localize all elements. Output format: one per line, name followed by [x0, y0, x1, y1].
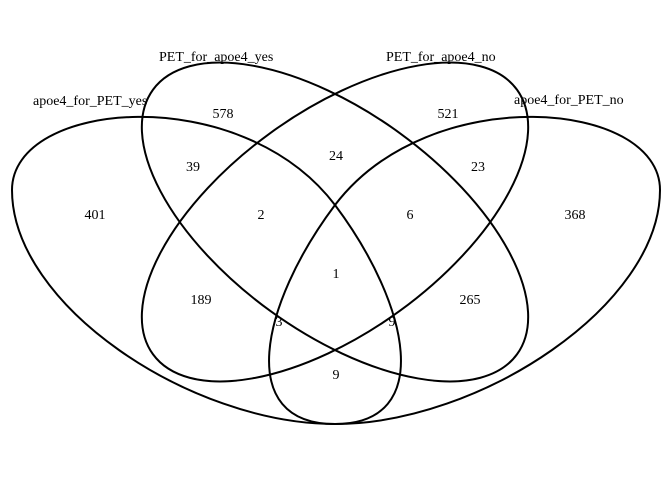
set-label-apoe4-for-pet-no: apoe4_for_PET_no [514, 93, 624, 108]
set-label-pet-for-apoe4-yes: PET_for_apoe4_yes [159, 50, 273, 65]
set-label-apoe4-for-pet-yes: apoe4_for_PET_yes [33, 94, 147, 109]
region-count-a-b: 39 [186, 160, 200, 175]
region-count-b-c-d: 6 [407, 208, 414, 223]
region-count-c-only: 521 [438, 107, 459, 122]
set-label-pet-for-apoe4-no: PET_for_apoe4_no [386, 50, 496, 65]
region-count-a-b-c-d: 1 [333, 267, 340, 282]
set-outline-pet-for-apoe4-yes [140, 61, 530, 383]
set-outline-apoe4-for-pet-yes [10, 115, 402, 426]
region-count-b-d: 265 [460, 293, 481, 308]
region-count-a-only: 401 [85, 208, 106, 223]
region-count-a-c-d: 3 [276, 315, 283, 330]
region-count-b-c: 24 [329, 149, 343, 164]
region-count-a-b-d: 9 [389, 315, 396, 330]
region-count-a-b-c: 2 [258, 208, 265, 223]
region-count-c-d: 23 [471, 160, 485, 175]
set-outline-apoe4-for-pet-no [268, 115, 662, 426]
region-count-a-d: 9 [333, 368, 340, 383]
region-count-a-c: 189 [191, 293, 212, 308]
region-count-d-only: 368 [565, 208, 586, 223]
set-outline-pet-for-apoe4-no [140, 61, 530, 383]
region-count-b-only: 578 [213, 107, 234, 122]
